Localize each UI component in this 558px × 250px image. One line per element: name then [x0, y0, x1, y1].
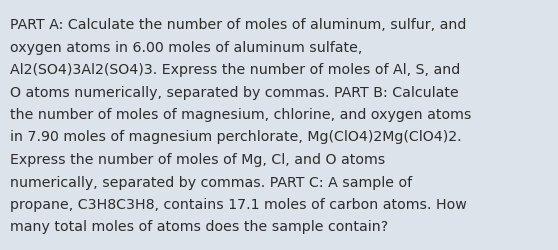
Text: Al2(SO4)3Al2(SO4)3. Express the number of moles of Al, S, and: Al2(SO4)3Al2(SO4)3. Express the number o… [10, 63, 460, 77]
Text: the number of moles of magnesium, chlorine, and oxygen atoms: the number of moles of magnesium, chlori… [10, 108, 472, 122]
Text: in 7.90 moles of magnesium perchlorate, Mg(ClO4)2Mg(ClO4)2.: in 7.90 moles of magnesium perchlorate, … [10, 130, 461, 144]
Text: oxygen atoms in 6.00 moles of aluminum sulfate,: oxygen atoms in 6.00 moles of aluminum s… [10, 40, 362, 54]
Text: O atoms numerically, separated by commas. PART B: Calculate: O atoms numerically, separated by commas… [10, 85, 459, 99]
Text: propane, C3H8C3H8, contains 17.1 moles of carbon atoms. How: propane, C3H8C3H8, contains 17.1 moles o… [10, 197, 466, 211]
Text: many total moles of atoms does the sample contain?: many total moles of atoms does the sampl… [10, 220, 388, 234]
Text: numerically, separated by commas. PART C: A sample of: numerically, separated by commas. PART C… [10, 175, 412, 189]
Text: PART A: Calculate the number of moles of aluminum, sulfur, and: PART A: Calculate the number of moles of… [10, 18, 466, 32]
Text: Express the number of moles of Mg, Cl, and O atoms: Express the number of moles of Mg, Cl, a… [10, 152, 385, 166]
